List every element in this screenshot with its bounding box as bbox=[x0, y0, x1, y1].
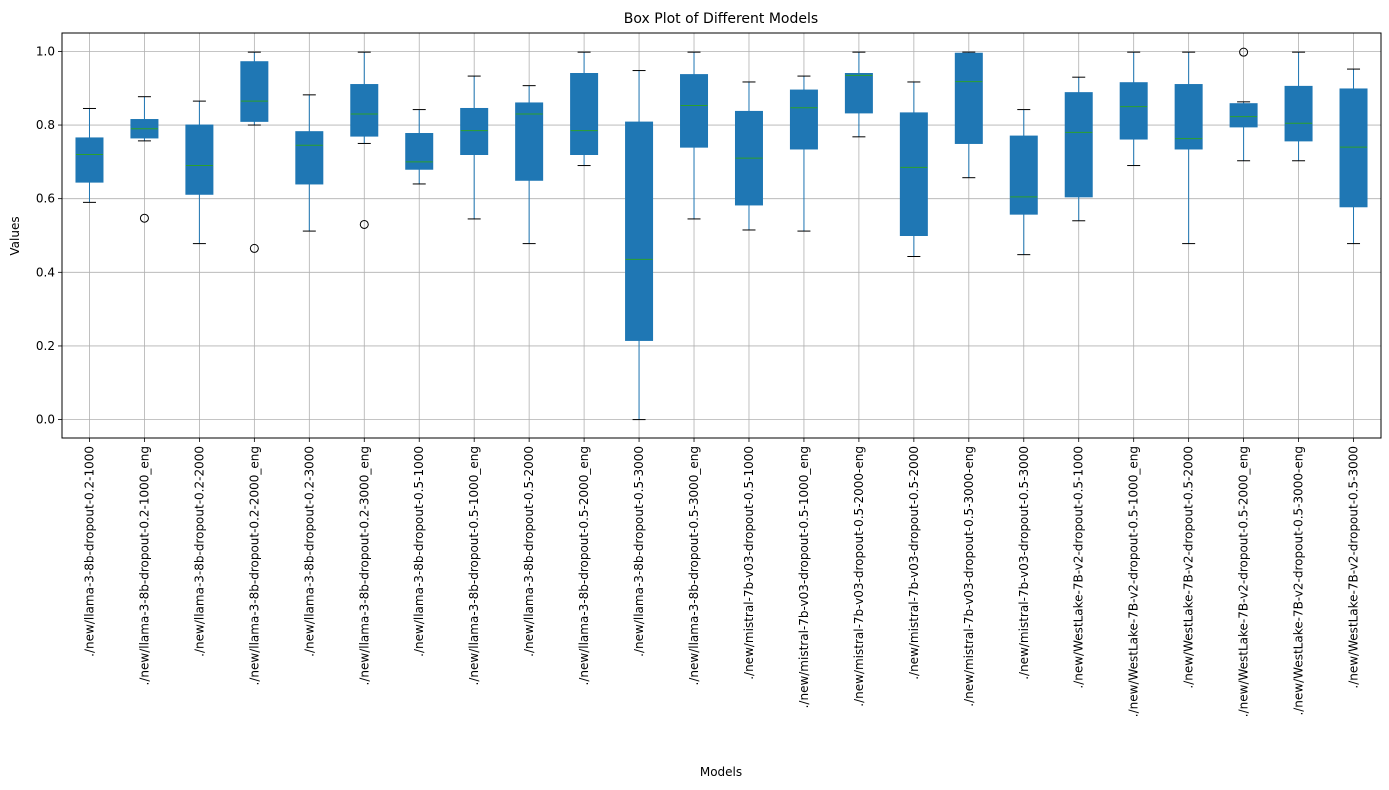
box-body bbox=[240, 61, 269, 122]
box-9 bbox=[515, 85, 544, 245]
x-tick-label: ./new/WestLake-7B-v2-dropout-0.5-3000 bbox=[1347, 446, 1361, 689]
x-tick-label: ./new/llama-3-8b-dropout-0.2-1000_eng bbox=[137, 446, 151, 685]
outlier-point bbox=[359, 219, 369, 229]
box-body bbox=[1339, 88, 1368, 208]
outlier-point bbox=[249, 243, 259, 253]
box-body bbox=[1064, 92, 1093, 198]
box-19 bbox=[1064, 76, 1093, 222]
x-tick-label: ./new/WestLake-7B-v2-dropout-0.5-1000 bbox=[1072, 446, 1086, 689]
box-body bbox=[350, 84, 379, 137]
box-11 bbox=[625, 70, 654, 421]
x-tick-label: ./new/llama-3-8b-dropout-0.2-2000 bbox=[192, 446, 206, 657]
y-tick-label: 1.0 bbox=[36, 44, 55, 58]
box-body bbox=[625, 121, 654, 341]
box-body bbox=[1009, 135, 1038, 215]
box-16 bbox=[899, 81, 928, 257]
x-tick-label: ./new/mistral-7b-v03-dropout-0.5-3000-en… bbox=[962, 446, 976, 707]
y-tick-label: 0.0 bbox=[36, 413, 55, 427]
box-14 bbox=[789, 75, 818, 232]
x-tick-label: ./new/mistral-7b-v03-dropout-0.5-2000-en… bbox=[852, 446, 866, 707]
x-tick-label: ./new/llama-3-8b-dropout-0.5-2000 bbox=[522, 446, 536, 657]
box-5 bbox=[295, 94, 324, 232]
box-body bbox=[515, 102, 544, 181]
box-7 bbox=[405, 109, 434, 185]
box-24 bbox=[1339, 68, 1368, 245]
box-22 bbox=[1229, 47, 1258, 162]
box-13 bbox=[734, 81, 763, 231]
box-21 bbox=[1174, 51, 1203, 245]
x-tick-label: ./new/llama-3-8b-dropout-0.2-3000 bbox=[302, 446, 316, 657]
x-tick-label: ./new/llama-3-8b-dropout-0.2-1000 bbox=[82, 446, 96, 657]
box-body bbox=[1284, 85, 1313, 142]
x-tick-label: ./new/mistral-7b-v03-dropout-0.5-1000 bbox=[742, 446, 756, 680]
box-body bbox=[844, 73, 873, 114]
box-body bbox=[1174, 84, 1203, 150]
box-20 bbox=[1119, 51, 1148, 167]
x-tick-label: ./new/llama-3-8b-dropout-0.2-2000_eng bbox=[247, 446, 261, 685]
box-8 bbox=[460, 75, 489, 220]
x-tick-label: ./new/WestLake-7B-v2-dropout-0.5-2000_en… bbox=[1237, 446, 1251, 717]
box-body bbox=[185, 124, 214, 195]
box-15 bbox=[844, 51, 873, 138]
x-tick-label: ./new/WestLake-7B-v2-dropout-0.5-2000 bbox=[1182, 446, 1196, 689]
x-tick-label: ./new/llama-3-8b-dropout-0.5-3000 bbox=[632, 446, 646, 657]
x-tick-label: ./new/WestLake-7B-v2-dropout-0.5-1000_en… bbox=[1127, 446, 1141, 717]
box-layer bbox=[75, 47, 1368, 421]
x-tick-label: ./new/llama-3-8b-dropout-0.5-1000 bbox=[412, 446, 426, 657]
box-body bbox=[680, 74, 709, 148]
box-body bbox=[460, 107, 489, 155]
box-body bbox=[75, 137, 104, 183]
plot-area bbox=[62, 33, 1381, 438]
box-3 bbox=[185, 100, 214, 245]
y-tick-label: 0.6 bbox=[36, 192, 55, 206]
x-tick-label: ./new/llama-3-8b-dropout-0.5-2000_eng bbox=[577, 446, 591, 685]
x-tick-label: ./new/WestLake-7B-v2-dropout-0.5-3000-en… bbox=[1292, 446, 1306, 716]
outlier-point bbox=[139, 213, 149, 223]
y-tick-label: 0.4 bbox=[36, 265, 55, 279]
plot-frame bbox=[61, 32, 1382, 439]
x-tick-label: ./new/mistral-7b-v03-dropout-0.5-3000 bbox=[1017, 446, 1031, 680]
y-tick-label: 0.2 bbox=[36, 339, 55, 353]
box-10 bbox=[570, 51, 599, 167]
box-1 bbox=[75, 107, 104, 203]
y-axis: 0.0 0.2 0.4 0.6 0.8 1.0 bbox=[36, 44, 62, 427]
x-tick-label: ./new/mistral-7b-v03-dropout-0.5-1000_en… bbox=[797, 446, 811, 708]
box-body bbox=[295, 131, 324, 185]
y-axis-label: Values bbox=[8, 216, 22, 255]
box-23 bbox=[1284, 51, 1313, 162]
x-tick-label: ./new/llama-3-8b-dropout-0.5-1000_eng bbox=[467, 446, 481, 685]
box-body bbox=[954, 52, 983, 144]
box-body bbox=[1119, 82, 1148, 140]
x-tick-label: ./new/llama-3-8b-dropout-0.5-3000_eng bbox=[687, 446, 701, 685]
box-4 bbox=[240, 51, 269, 253]
chart-title: Box Plot of Different Models bbox=[624, 11, 818, 27]
box-12 bbox=[680, 51, 709, 220]
box-body bbox=[570, 73, 599, 155]
box-18 bbox=[1009, 109, 1038, 256]
x-tick-label: ./new/llama-3-8b-dropout-0.2-3000_eng bbox=[357, 446, 371, 685]
box-17 bbox=[954, 51, 983, 179]
box-body bbox=[899, 112, 928, 236]
x-axis: ./new/llama-3-8b-dropout-0.2-1000 ./new/l… bbox=[82, 438, 1361, 717]
box-6 bbox=[350, 51, 379, 229]
x-tick-label: ./new/mistral-7b-v03-dropout-0.5-2000 bbox=[907, 446, 921, 680]
y-tick-label: 0.8 bbox=[36, 118, 55, 132]
box-body bbox=[1229, 103, 1258, 128]
x-axis-label: Models bbox=[700, 765, 742, 779]
box-body bbox=[405, 133, 434, 170]
outlier-point bbox=[1239, 47, 1249, 57]
box-body bbox=[789, 89, 818, 150]
box-2 bbox=[130, 96, 159, 223]
